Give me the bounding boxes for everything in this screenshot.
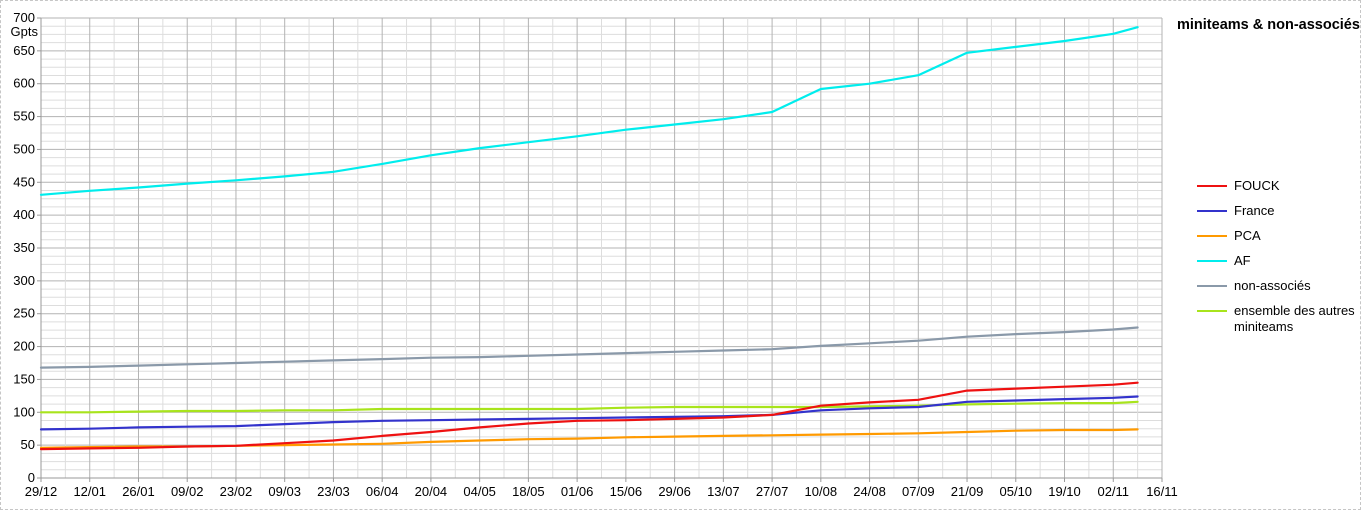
legend-label-fouck: FOUCK <box>1234 178 1280 193</box>
svg-text:21/09: 21/09 <box>951 484 984 499</box>
legend-swatch-af-icon <box>1197 260 1227 262</box>
svg-text:01/06: 01/06 <box>561 484 594 499</box>
chart-title: miniteams & non-associés <box>1177 17 1360 33</box>
svg-text:06/04: 06/04 <box>366 484 399 499</box>
svg-text:27/07: 27/07 <box>756 484 789 499</box>
svg-text:400: 400 <box>13 207 35 222</box>
svg-text:13/07: 13/07 <box>707 484 740 499</box>
legend-label-af: AF <box>1234 253 1251 268</box>
svg-text:07/09: 07/09 <box>902 484 935 499</box>
svg-text:100: 100 <box>13 404 35 419</box>
svg-text:02/11: 02/11 <box>1097 484 1129 499</box>
svg-text:500: 500 <box>13 141 35 156</box>
svg-text:550: 550 <box>13 109 35 124</box>
legend-label-france: France <box>1234 203 1275 218</box>
series-line-fouck <box>39 381 1139 451</box>
legend-swatch-pca-icon <box>1197 235 1227 237</box>
svg-text:350: 350 <box>13 240 35 255</box>
svg-text:09/03: 09/03 <box>268 484 301 499</box>
legend-item-fouck: FOUCK <box>1197 177 1360 202</box>
svg-text:16/11: 16/11 <box>1146 484 1178 499</box>
legend-swatch-ensemble-miniteams-icon <box>1197 310 1227 312</box>
series-line-non-associés <box>39 326 1139 369</box>
svg-text:05/10: 05/10 <box>1000 484 1033 499</box>
svg-text:29/06: 29/06 <box>658 484 691 499</box>
svg-text:250: 250 <box>13 306 35 321</box>
y-axis-unit-label: Gpts <box>10 24 38 39</box>
svg-text:29/12: 29/12 <box>25 484 58 499</box>
svg-text:700: 700 <box>13 10 35 25</box>
svg-text:24/08: 24/08 <box>853 484 886 499</box>
legend-label-non-associes: non-associés <box>1234 278 1311 293</box>
svg-text:09/02: 09/02 <box>171 484 204 499</box>
svg-text:650: 650 <box>13 43 35 58</box>
svg-text:23/02: 23/02 <box>220 484 253 499</box>
series-line-france <box>39 395 1139 431</box>
svg-text:12/01: 12/01 <box>73 484 106 499</box>
svg-text:150: 150 <box>13 371 35 386</box>
svg-text:26/01: 26/01 <box>122 484 155 499</box>
legend-item-af: AF <box>1197 252 1360 277</box>
series-line-ensemble-des-autres-miniteams <box>39 400 1139 414</box>
legend-swatch-france-icon <box>1197 210 1227 212</box>
series-line-af <box>39 26 1139 196</box>
svg-text:50: 50 <box>21 437 35 452</box>
svg-text:20/04: 20/04 <box>415 484 448 499</box>
svg-text:15/06: 15/06 <box>610 484 643 499</box>
legend-item-non-associes: non-associés <box>1197 277 1360 302</box>
legend-label-ensemble-miniteams: ensemble des autres miniteams <box>1234 303 1355 334</box>
legend: FOUCK France PCA AF non-associés ensembl… <box>1197 177 1360 335</box>
legend-item-ensemble-miniteams: ensemble des autres miniteams <box>1197 302 1360 335</box>
svg-text:23/03: 23/03 <box>317 484 350 499</box>
svg-text:0: 0 <box>28 470 35 485</box>
svg-text:300: 300 <box>13 273 35 288</box>
legend-item-pca: PCA <box>1197 227 1360 252</box>
svg-text:200: 200 <box>13 339 35 354</box>
legend-swatch-non-associes-icon <box>1197 285 1227 287</box>
svg-text:18/05: 18/05 <box>512 484 545 499</box>
legend-item-france: France <box>1197 202 1360 227</box>
svg-text:600: 600 <box>13 76 35 91</box>
svg-text:19/10: 19/10 <box>1048 484 1081 499</box>
svg-text:450: 450 <box>13 174 35 189</box>
legend-label-pca: PCA <box>1234 228 1261 243</box>
legend-swatch-fouck-icon <box>1197 185 1227 187</box>
svg-text:04/05: 04/05 <box>463 484 496 499</box>
svg-text:10/08: 10/08 <box>805 484 838 499</box>
